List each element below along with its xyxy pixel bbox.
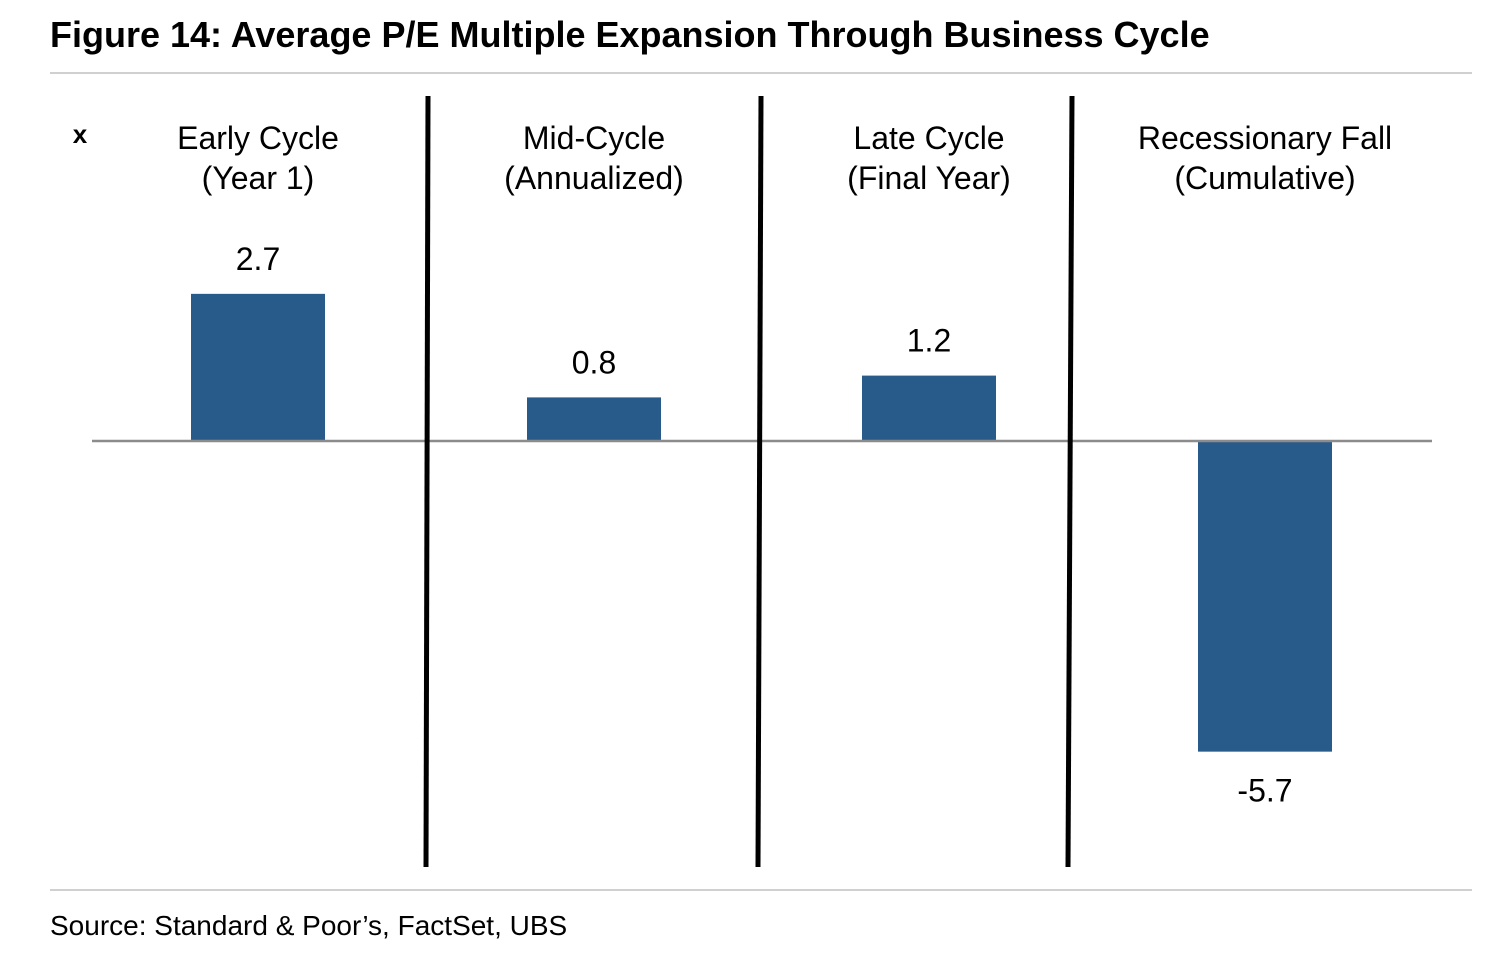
bar-3 xyxy=(862,375,996,441)
category-label-4-line-1: Recessionary Fall xyxy=(1138,120,1392,156)
bar-1 xyxy=(191,293,325,441)
panel-divider-2 xyxy=(755,95,764,868)
data-label-4: -5.7 xyxy=(1237,773,1292,809)
panel-divider-1 xyxy=(423,95,431,868)
data-label-1: 2.7 xyxy=(236,241,280,277)
data-label-3: 1.2 xyxy=(907,323,951,359)
category-label-1-line-2: (Year 1) xyxy=(202,160,315,196)
bar-2 xyxy=(527,397,661,441)
unit-label: x xyxy=(73,119,88,149)
bar-4 xyxy=(1198,441,1332,752)
category-label-3-line-1: Late Cycle xyxy=(853,120,1004,156)
category-label-2-line-1: Mid-Cycle xyxy=(523,120,665,156)
source-note: Source: Standard & Poor’s, FactSet, UBS xyxy=(50,910,568,941)
panel-divider-3 xyxy=(1065,95,1075,868)
category-label-2-line-2: (Annualized) xyxy=(504,160,684,196)
source-rule xyxy=(50,889,1472,891)
category-label-1-line-1: Early Cycle xyxy=(177,120,339,156)
figure-title: Figure 14: Average P/E Multiple Expansio… xyxy=(50,14,1210,55)
category-label-3-line-2: (Final Year) xyxy=(847,160,1011,196)
title-rule xyxy=(50,72,1472,74)
category-label-4-line-2: (Cumulative) xyxy=(1174,160,1355,196)
data-label-2: 0.8 xyxy=(572,344,616,380)
